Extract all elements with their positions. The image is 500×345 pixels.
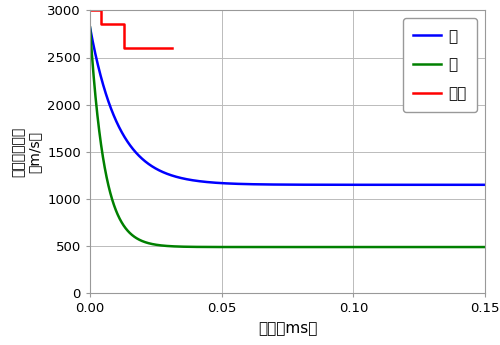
水 [87, 25, 93, 29]
砂 [474, 245, 480, 249]
空気 [98, 8, 103, 12]
砂 [132, 235, 138, 239]
空気 [98, 22, 103, 27]
Line: 砂: 砂 [90, 27, 485, 247]
X-axis label: 時刻（ms）: 時刻（ms） [258, 321, 317, 336]
砂 [432, 245, 438, 249]
砂 [256, 245, 262, 249]
砂 [87, 25, 93, 29]
砂 [156, 243, 162, 247]
水 [474, 183, 480, 187]
水 [156, 168, 162, 172]
Line: 水: 水 [90, 27, 485, 185]
水 [432, 183, 438, 187]
水 [132, 149, 138, 154]
砂 [238, 245, 244, 249]
水 [238, 182, 244, 186]
空気 [168, 46, 174, 50]
砂 [482, 245, 488, 249]
空気 [121, 22, 127, 27]
空気 [87, 8, 93, 12]
空気 [121, 46, 127, 50]
Y-axis label: 飛翔体の速度
（m/s）: 飛翔体の速度 （m/s） [12, 127, 42, 177]
水 [482, 183, 488, 187]
Legend: 水, 砂, 空気: 水, 砂, 空気 [402, 18, 477, 112]
水 [256, 182, 262, 186]
Line: 空気: 空気 [90, 10, 172, 48]
